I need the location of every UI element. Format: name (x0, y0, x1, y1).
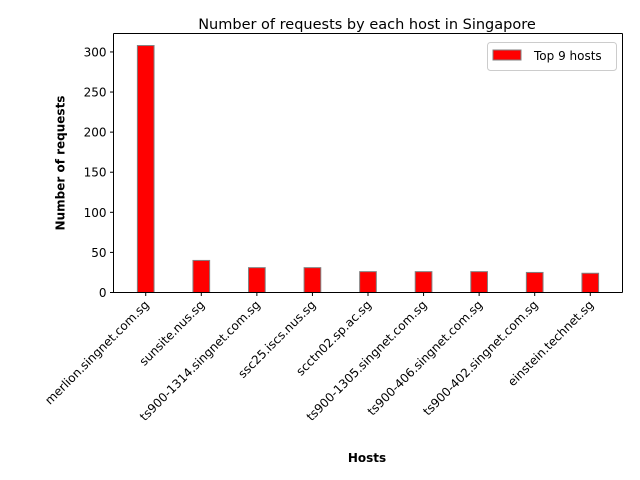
y-tick-label-6: 300 (84, 45, 107, 59)
legend: Top 9 hosts (487, 42, 617, 71)
y-tick-label-2: 100 (84, 206, 107, 220)
y-tick-label-1: 50 (91, 246, 106, 260)
y-axis-ticks: 0 50 100 150 200 250 300 (84, 45, 114, 300)
bar-5 (414, 271, 433, 293)
y-tick-label-5: 250 (84, 86, 107, 100)
bar-3 (303, 267, 322, 294)
bar-7 (525, 271, 544, 294)
bar-2 (248, 267, 266, 294)
bar-6 (470, 271, 488, 293)
axes-frame (113, 33, 623, 293)
y-tick-label-0: 0 (99, 286, 107, 300)
bar-4 (359, 271, 377, 293)
y-axis-label: Number of requests (54, 96, 68, 231)
bar-8 (581, 272, 600, 294)
bar-1 (192, 259, 211, 293)
chart-title: Number of requests by each host in Singa… (198, 17, 536, 33)
y-tick-label-4: 200 (84, 126, 107, 140)
legend-label: Top 9 hosts (533, 49, 602, 63)
legend-swatch (492, 49, 522, 61)
y-tick-label-3: 150 (84, 166, 107, 180)
x-axis-label: Hosts (348, 451, 386, 465)
bars-group (136, 45, 600, 294)
bar-0 (136, 45, 155, 293)
